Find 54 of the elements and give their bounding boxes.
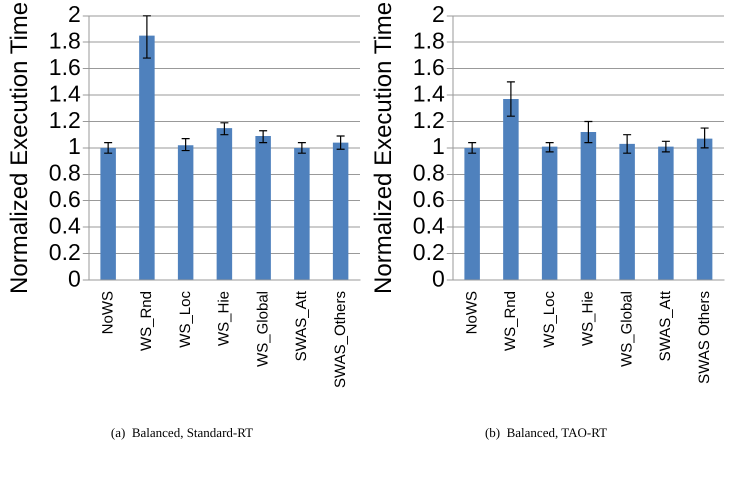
x-tick-label: SWAS_Others: [332, 291, 349, 388]
text: (a) Balanced, Standard-RT: [110, 425, 254, 441]
y-axis-title: Normalized Execution Time: [6, 2, 34, 294]
y-tick-label: 0.4: [48, 212, 81, 239]
y-tick-label: 0.2: [412, 238, 445, 265]
y-tick-label: 0.8: [412, 160, 445, 186]
x-tick-label: WS_Hie: [216, 291, 233, 346]
y-tick-label: 1: [432, 133, 445, 160]
bar: [619, 144, 635, 280]
y-tick-label: 1.4: [48, 80, 81, 106]
x-tick-label: WS_Global: [254, 291, 272, 367]
y-axis-title: Normalized Execution Time: [370, 2, 398, 294]
y-tick-label: 1: [68, 133, 81, 160]
x-tick-label: WS_Rnd: [502, 291, 520, 352]
x-tick-label: WS_Loc: [540, 290, 558, 348]
x-tick-label: WS_Loc: [176, 290, 194, 348]
y-tick-label: 1.4: [412, 80, 445, 106]
y-tick-label: 0.6: [48, 186, 81, 212]
bar: [696, 138, 712, 280]
y-tick-label: 1.8: [48, 28, 81, 54]
x-tick-label: WS_Global: [618, 291, 636, 367]
y-tick-label: 1.2: [48, 106, 81, 133]
bar: [216, 128, 232, 280]
y-tick-label: 1.8: [412, 28, 445, 54]
bar: [580, 132, 596, 280]
y-tick-label: 1.6: [412, 54, 445, 80]
x-tick-label: WS_Rnd: [138, 291, 156, 352]
bar: [503, 99, 519, 280]
bar: [178, 145, 194, 280]
y-tick-label: 0: [432, 265, 445, 292]
y-tick-label: 1.6: [48, 54, 81, 80]
x-tick-label: SWAS Others: [696, 291, 713, 384]
y-tick-label: 0: [68, 265, 81, 292]
bar: [100, 148, 116, 280]
bar: [542, 146, 558, 280]
bar: [139, 36, 155, 280]
text: (b) Balanced, TAO-RT: [484, 425, 608, 441]
y-tick-label: 1.2: [412, 106, 445, 133]
bar: [658, 146, 674, 280]
y-tick-label: 2: [68, 1, 81, 28]
bar: [294, 148, 310, 280]
bar: [255, 136, 271, 280]
y-tick-label: 0.4: [412, 212, 445, 239]
x-tick-label: SWAS_Att: [293, 290, 310, 362]
x-tick-label: SWAS_Att: [657, 290, 674, 362]
bar: [464, 148, 480, 280]
y-tick-label: 0.6: [412, 186, 445, 212]
y-tick-label: 0.8: [48, 160, 81, 186]
y-tick-label: 2: [432, 1, 445, 28]
x-tick-label: WS_Hie: [580, 291, 597, 346]
bar: [332, 142, 348, 280]
x-tick-label: NoWS: [99, 291, 116, 334]
x-tick-label: NoWS: [463, 291, 480, 334]
y-tick-label: 0.2: [48, 238, 81, 265]
